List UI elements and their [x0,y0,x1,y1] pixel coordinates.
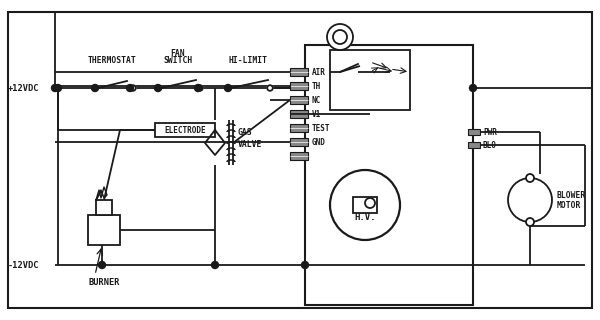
Circle shape [225,85,231,91]
Circle shape [267,85,273,91]
Text: -12VDC: -12VDC [8,260,40,269]
Bar [290,138,308,146]
Text: +12VDC: +12VDC [8,84,40,92]
Circle shape [469,84,476,92]
Circle shape [197,85,203,91]
Bar [330,50,410,110]
Text: FAN: FAN [170,49,185,58]
Text: THERMOSTAT: THERMOSTAT [88,56,136,65]
Bar [468,129,480,135]
Circle shape [155,84,161,92]
Bar [290,82,308,90]
Bar [468,142,480,148]
Text: HI-LIMIT: HI-LIMIT [229,56,268,65]
Circle shape [365,198,375,208]
Circle shape [155,85,161,91]
Circle shape [127,84,133,92]
Circle shape [333,30,347,44]
Text: BLOWER: BLOWER [557,190,586,199]
Circle shape [55,84,62,92]
Text: TEST: TEST [312,124,331,132]
Bar [96,200,112,215]
Bar [353,197,377,213]
Text: AIR: AIR [312,68,326,76]
Circle shape [327,24,353,50]
Bar [155,123,215,137]
Text: V1: V1 [312,109,321,118]
Bar [290,124,308,132]
Text: ELECTRODE: ELECTRODE [164,125,206,134]
Bar [88,215,120,245]
Circle shape [211,261,218,268]
Circle shape [301,261,308,268]
Circle shape [52,84,59,92]
Bar [290,68,308,76]
Circle shape [330,170,400,240]
Text: BLO: BLO [483,140,497,149]
Circle shape [526,218,534,226]
Bar [290,96,308,104]
Text: GAS: GAS [238,128,253,137]
Circle shape [98,261,106,268]
Text: MOTOR: MOTOR [557,201,581,210]
Bar [305,45,473,305]
Bar [290,152,308,160]
Text: PWR: PWR [483,127,497,137]
Circle shape [508,178,552,222]
Circle shape [224,84,232,92]
Text: VALVE: VALVE [238,140,262,149]
Circle shape [92,85,98,91]
Text: BURNER: BURNER [88,278,119,287]
Text: H.V.: H.V. [354,213,376,222]
Circle shape [526,174,534,182]
Circle shape [130,85,136,91]
Text: TH: TH [312,82,321,91]
Circle shape [194,84,202,92]
Text: NC: NC [312,95,321,105]
Circle shape [92,84,98,92]
Text: SWITCH: SWITCH [163,56,193,65]
Bar [290,110,308,118]
Text: GND: GND [312,138,326,147]
